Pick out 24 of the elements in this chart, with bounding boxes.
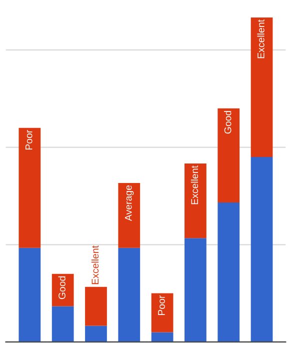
annotation: Good — [224, 110, 232, 134]
annotation: Excellent — [190, 166, 198, 204]
annotation: Excellent — [91, 245, 99, 284]
bar — [18, 248, 41, 342]
bar — [118, 182, 140, 248]
bar — [85, 326, 107, 342]
annotation: Good — [58, 276, 66, 300]
bar — [151, 293, 174, 332]
annotation: Poor — [158, 295, 165, 315]
bar — [218, 202, 240, 342]
annotation: Average — [124, 185, 134, 221]
bar — [52, 306, 74, 342]
bar — [218, 108, 240, 202]
bar — [18, 128, 41, 248]
bar — [184, 238, 206, 342]
bar — [118, 248, 140, 342]
bar — [250, 157, 273, 342]
bar — [52, 274, 74, 306]
bar — [151, 332, 174, 342]
bar — [85, 286, 107, 326]
annotation: Excellent — [257, 20, 264, 58]
annotation: Poor — [26, 130, 32, 150]
bar — [184, 164, 206, 238]
bar — [250, 18, 273, 158]
